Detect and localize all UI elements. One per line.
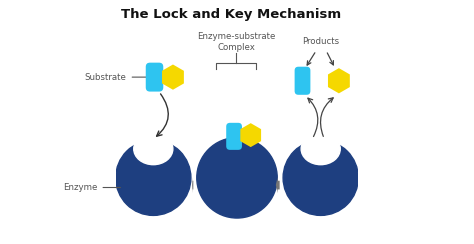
Polygon shape — [162, 64, 184, 90]
Ellipse shape — [134, 133, 173, 165]
Polygon shape — [276, 177, 280, 193]
Ellipse shape — [301, 133, 340, 165]
Polygon shape — [192, 177, 193, 193]
FancyBboxPatch shape — [146, 63, 163, 92]
Circle shape — [116, 140, 191, 215]
Text: Enzyme-substrate
Complex: Enzyme-substrate Complex — [197, 32, 275, 52]
FancyBboxPatch shape — [295, 67, 310, 95]
Text: Substrate: Substrate — [85, 73, 147, 81]
FancyBboxPatch shape — [226, 123, 242, 150]
Circle shape — [283, 140, 358, 215]
Circle shape — [197, 138, 277, 218]
Text: The Lock and Key Mechanism: The Lock and Key Mechanism — [120, 8, 341, 21]
Polygon shape — [328, 68, 350, 93]
Text: Products: Products — [302, 37, 340, 46]
Text: Enzyme: Enzyme — [63, 183, 120, 192]
Polygon shape — [240, 123, 261, 147]
